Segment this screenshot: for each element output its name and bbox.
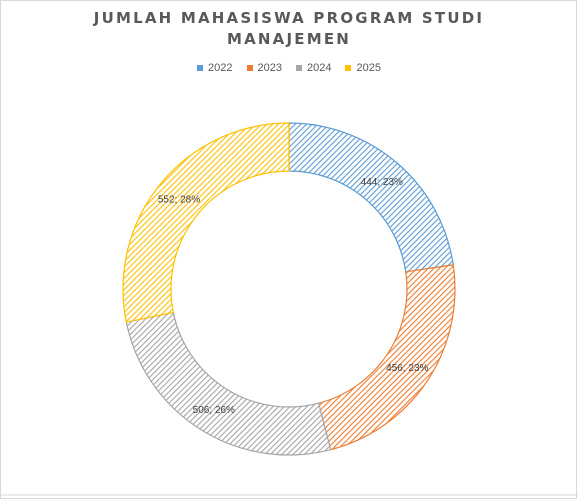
chart-title-line-1: JUMLAH MAHASISWA PROGRAM STUDI: [93, 9, 485, 27]
chart-legend: 2022 2023 2024 2025: [0, 62, 578, 74]
legend-swatch-2022: [197, 65, 204, 71]
legend-label-2025: 2025: [356, 62, 381, 74]
legend-swatch-2025: [345, 65, 352, 71]
data-label-2022: 444; 23%: [361, 177, 403, 188]
chart-title-line-2: MANAJEMEN: [226, 30, 352, 48]
doughnut-slice-2025: [122, 122, 290, 323]
legend-item-2025: 2025: [345, 62, 381, 74]
doughnut-slice-2023: [317, 264, 456, 451]
bottom-gridline: [0, 494, 578, 496]
legend-label-2023: 2023: [257, 62, 282, 74]
data-labels: 444; 23% 456; 23% 506; 26% 552; 28%: [158, 177, 429, 416]
data-label-2024: 506; 26%: [193, 405, 235, 416]
legend-item-2024: 2024: [296, 62, 331, 74]
data-label-2023: 456; 23%: [386, 363, 428, 374]
legend-label-2024: 2024: [307, 62, 332, 74]
legend-label-2022: 2022: [208, 62, 233, 74]
data-label-2025: 552; 28%: [158, 195, 200, 206]
chart-title: JUMLAH MAHASISWA PROGRAM STUDI MANAJEMEN: [0, 8, 578, 50]
legend-swatch-2023: [246, 65, 253, 71]
legend-swatch-2024: [296, 65, 302, 71]
legend-item-2022: 2022: [197, 62, 233, 74]
doughnut-slice-2022: [288, 122, 454, 273]
doughnut-slice-2024: [125, 311, 332, 456]
doughnut-slices: [122, 122, 456, 456]
legend-item-2023: 2023: [246, 62, 282, 74]
